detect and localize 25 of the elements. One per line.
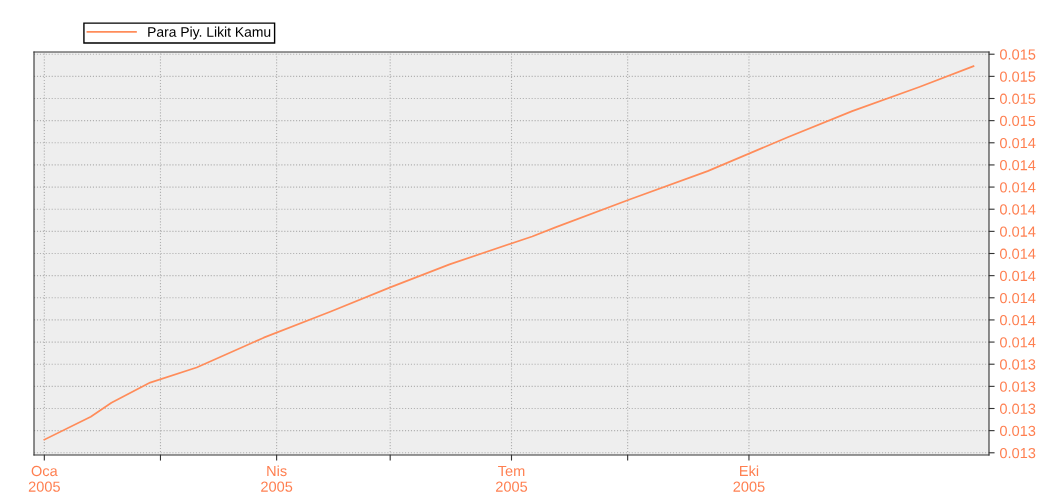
y-tick-label: 0.014 <box>999 226 1036 237</box>
y-tick-label: 0.014 <box>999 248 1036 259</box>
legend-label: Para Piy. Likit Kamu <box>148 26 271 40</box>
x-tick-label: Oca 2005 <box>28 465 60 492</box>
y-tick-label: 0.013 <box>999 403 1036 414</box>
y-tick-label: 0.015 <box>999 71 1036 82</box>
y-tick-label: 0.015 <box>999 115 1036 127</box>
y-tick-label: 0.013 <box>999 425 1036 437</box>
y-tick-label: 0.013 <box>999 381 1036 392</box>
x-tick-label: Nis 2005 <box>261 465 293 492</box>
y-tick-label: 0.014 <box>999 337 1036 348</box>
y-tick-label: 0.013 <box>999 447 1036 459</box>
y-tick-label: 0.014 <box>999 137 1036 149</box>
line-series <box>43 65 975 441</box>
x-tick-label: Eki 2005 <box>733 465 765 492</box>
y-tick-label: 0.014 <box>999 182 1036 193</box>
y-tick-label: 0.014 <box>999 292 1036 304</box>
y-tick-label: 0.014 <box>999 270 1036 282</box>
y-tick-label: 0.014 <box>999 160 1036 171</box>
y-tick-label: 0.014 <box>999 204 1036 215</box>
y-tick-label: 0.014 <box>999 315 1036 326</box>
y-tick-label: 0.015 <box>999 49 1036 60</box>
y-tick-label: 0.015 <box>999 93 1036 104</box>
x-tick-label: Tem 2005 <box>496 465 528 492</box>
y-tick-label: 0.013 <box>999 359 1036 370</box>
